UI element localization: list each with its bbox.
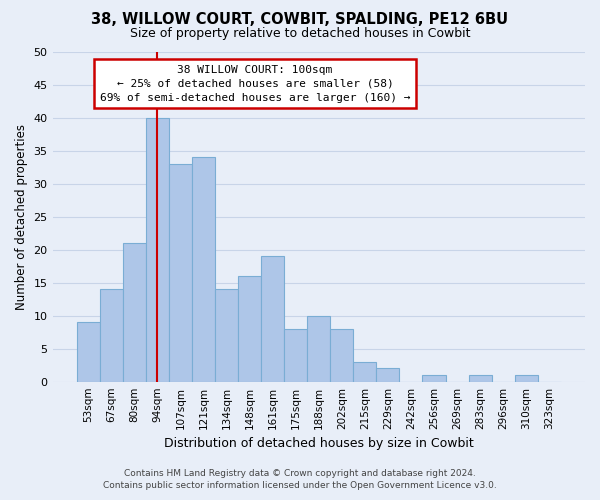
- Bar: [215, 289, 238, 382]
- Bar: [284, 329, 307, 382]
- Bar: [469, 375, 491, 382]
- Y-axis label: Number of detached properties: Number of detached properties: [15, 124, 28, 310]
- Bar: [146, 118, 169, 382]
- Bar: [422, 375, 446, 382]
- Bar: [238, 276, 261, 382]
- Bar: [123, 243, 146, 382]
- Bar: [100, 289, 123, 382]
- Bar: [376, 368, 400, 382]
- Bar: [353, 362, 376, 382]
- Bar: [261, 256, 284, 382]
- Text: 38, WILLOW COURT, COWBIT, SPALDING, PE12 6BU: 38, WILLOW COURT, COWBIT, SPALDING, PE12…: [91, 12, 509, 28]
- Text: 38 WILLOW COURT: 100sqm
← 25% of detached houses are smaller (58)
69% of semi-de: 38 WILLOW COURT: 100sqm ← 25% of detache…: [100, 64, 410, 102]
- Bar: [515, 375, 538, 382]
- Bar: [192, 157, 215, 382]
- Bar: [77, 322, 100, 382]
- Bar: [307, 316, 330, 382]
- Bar: [169, 164, 192, 382]
- Text: Size of property relative to detached houses in Cowbit: Size of property relative to detached ho…: [130, 28, 470, 40]
- Bar: [330, 329, 353, 382]
- Text: Contains HM Land Registry data © Crown copyright and database right 2024.
Contai: Contains HM Land Registry data © Crown c…: [103, 468, 497, 490]
- X-axis label: Distribution of detached houses by size in Cowbit: Distribution of detached houses by size …: [164, 437, 473, 450]
